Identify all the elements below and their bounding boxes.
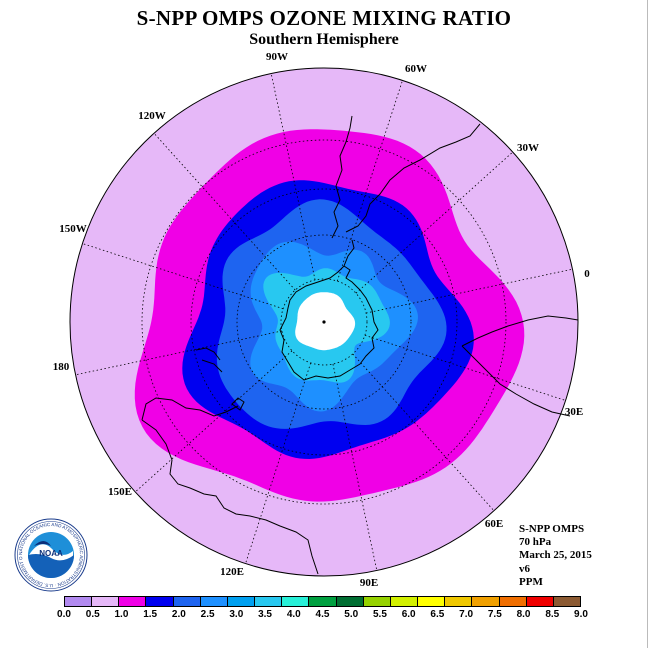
color-scale-swatch (526, 597, 554, 606)
meridian-line (365, 268, 573, 314)
africa-coastline (461, 315, 579, 417)
lon-label-30w: 30W (517, 142, 539, 154)
color-scale-swatch (282, 597, 310, 606)
coastlines (141, 115, 579, 575)
color-scale-tick-label: 4.0 (286, 609, 301, 620)
color-scale-tick-label: 7.5 (487, 609, 502, 620)
color-scale-tick-label: 0.0 (57, 609, 71, 620)
color-scale-bar (64, 596, 581, 607)
color-scale-tick-label: 2.5 (200, 609, 215, 620)
color-scale-swatch (92, 597, 120, 606)
color-scale-swatch (390, 597, 419, 606)
australia-coastline (141, 397, 319, 575)
meridian-line (245, 362, 312, 564)
color-scale-tick-label: 7.0 (459, 609, 474, 620)
logo-wordmark: NOAA (39, 549, 63, 558)
meridian-line (75, 330, 283, 376)
color-scale-tick-label: 6.0 (401, 609, 416, 620)
graticule (141, 139, 507, 505)
antarctica-coastline (279, 265, 379, 381)
color-scale-swatch (418, 597, 446, 606)
lon-label-120w: 120W (138, 110, 166, 122)
color-scale-tick-label: 5.5 (372, 609, 387, 620)
color-scale-tick-label: 1.5 (143, 609, 158, 620)
lon-label-180: 180 (52, 361, 70, 373)
color-scale-tick-label: 9.0 (574, 609, 588, 620)
color-scale-swatch (146, 597, 174, 606)
color-scale-swatch (227, 597, 256, 606)
color-scale-tick-label: 6.5 (430, 609, 445, 620)
map-title: S-NPP OMPS OZONE MIXING RATIO (136, 6, 512, 30)
color-scale-swatch (363, 597, 391, 606)
product-info: S-NPP OMPS 70 hPa March 25, 2015 v6 PPM (519, 523, 592, 589)
color-scale-tick-label: 5.0 (344, 609, 359, 620)
noaa-logo: NATIONAL OCEANIC AND ATMOSPHERIC ADMINIS… (14, 518, 88, 592)
map-subtitle: Southern Hemisphere (249, 31, 399, 48)
lon-label-0: 0 (584, 268, 590, 280)
color-scale-swatch (255, 597, 283, 606)
lon-label-90w: 90W (266, 51, 288, 63)
lon-label-30e: 30E (564, 406, 584, 418)
units-label: PPM (519, 575, 543, 588)
south-america-coastline (331, 115, 481, 239)
map-boundary (69, 67, 579, 577)
color-scale-tick-label: 4.5 (315, 609, 330, 620)
pressure-level: 70 hPa (519, 536, 552, 549)
lon-label-150w: 150W (59, 223, 87, 235)
color-scale-swatch (445, 597, 473, 606)
meridian-line (332, 363, 378, 571)
product-version: v6 (519, 562, 530, 575)
lon-label-60w: 60W (405, 63, 427, 75)
meridian-line (270, 73, 316, 281)
observation-date: March 25, 2015 (519, 549, 592, 562)
color-scale-tick-label: 1.0 (114, 609, 129, 620)
color-scale-tick-label: 3.5 (258, 609, 272, 620)
meridian-line (134, 350, 293, 493)
meridians (75, 73, 573, 571)
meridian-line (153, 132, 296, 291)
color-scale-swatch (336, 597, 364, 606)
meridian-line (355, 151, 514, 294)
meridian-line (352, 353, 495, 512)
color-scale-swatch (173, 597, 201, 606)
color-scale-swatch (309, 597, 337, 606)
new-zealand-coastline (195, 347, 223, 373)
south-pole-marker (322, 320, 326, 324)
color-scale-swatch (553, 597, 580, 606)
antarctic-peninsula (343, 239, 355, 267)
color-scale-swatch (65, 597, 93, 606)
color-scale-tick-label: 8.5 (545, 609, 560, 620)
lon-label-60e: 60E (484, 518, 504, 530)
color-scale-tick-label: 8.0 (516, 609, 531, 620)
color-scale-tick-label: 2.0 (171, 609, 186, 620)
color-scale-swatch (499, 597, 527, 606)
tasmania-coastline (231, 397, 245, 411)
color-scale-tick-label: 0.5 (85, 609, 100, 620)
color-scale-swatch (119, 597, 147, 606)
instrument-label: S-NPP OMPS (519, 523, 585, 535)
lon-label-150e: 150E (108, 486, 132, 498)
lon-label-120e: 120E (220, 566, 244, 578)
color-scale-swatch (200, 597, 228, 606)
lon-label-90e: 90E (359, 577, 379, 589)
color-scale-swatch (472, 597, 500, 606)
color-scale-tick-label: 3.0 (229, 609, 244, 620)
